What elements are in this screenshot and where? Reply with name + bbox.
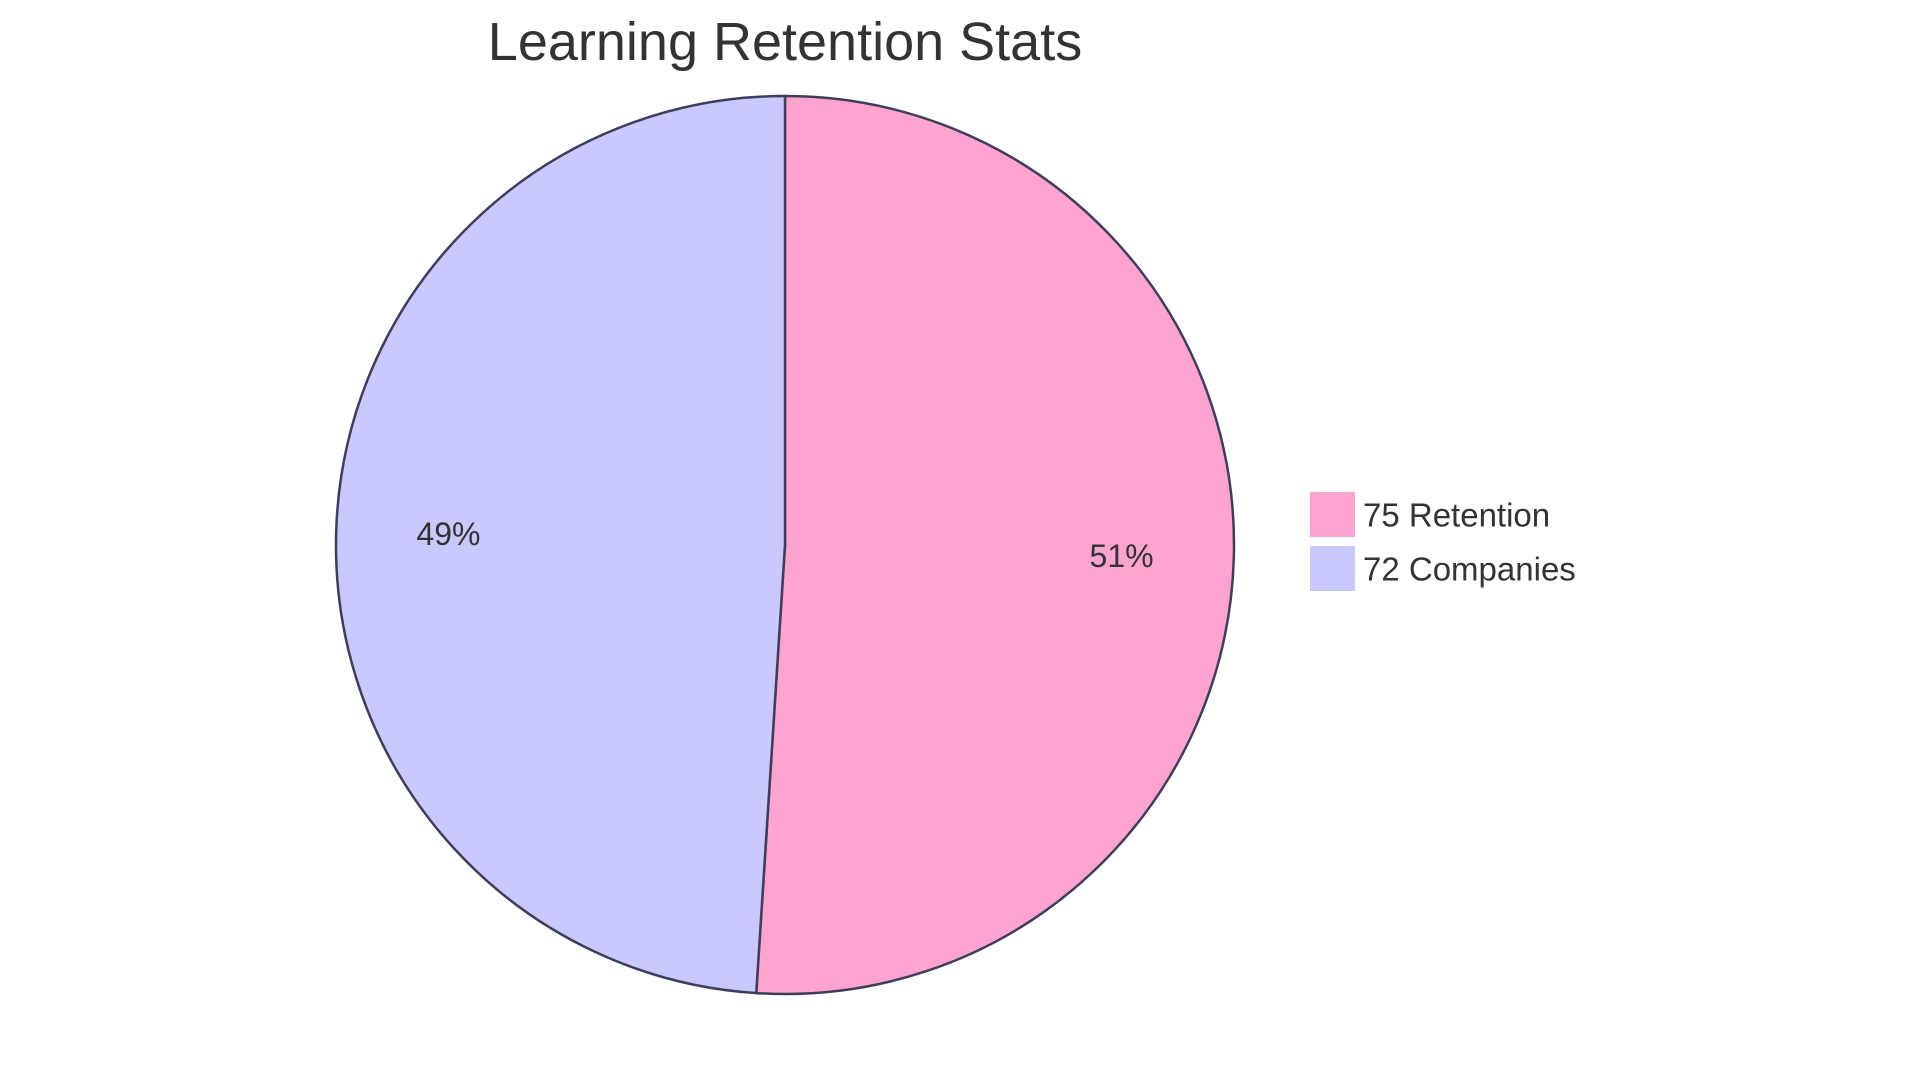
pie-slice-72-companies [334, 94, 787, 995]
legend: 75 Retention 72 Companies [1310, 492, 1576, 591]
chart-title: Learning Retention Stats [488, 12, 1082, 72]
legend-label-75-retention: 75 Retention [1363, 497, 1550, 534]
slice-percent-label-72-companies: 49% [416, 516, 480, 552]
slice-percent-label-75-retention: 51% [1090, 538, 1154, 574]
pie-slice-75-retention [754, 94, 1236, 996]
slice-labels: 51% 49% [416, 516, 1153, 574]
pie-slices [334, 94, 1236, 996]
legend-swatch-75-retention [1310, 492, 1355, 537]
legend-label-72-companies: 72 Companies [1363, 551, 1576, 588]
legend-swatch-72-companies [1310, 546, 1355, 591]
